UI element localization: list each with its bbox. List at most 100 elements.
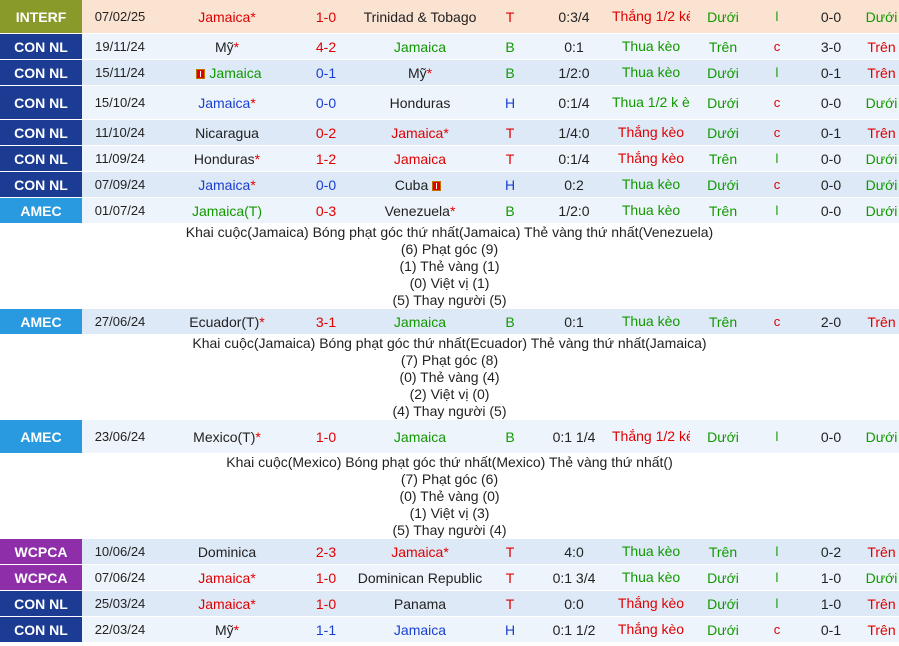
league-badge[interactable]: WCPCA (0, 565, 82, 590)
stats-line: (0) Việt vị (1) (409, 275, 490, 291)
odd-even: l (775, 596, 779, 611)
red-card-icon (432, 180, 442, 191)
handicap-result: Thua kèo (621, 177, 681, 192)
home-team[interactable]: Jamaica* (158, 596, 296, 612)
home-team-name: Jamaica (198, 595, 251, 612)
away-team[interactable]: Trinidad & Tobago (356, 9, 484, 25)
league-badge[interactable]: CON NL (0, 60, 82, 85)
half-over-under: Dưới (865, 150, 898, 167)
away-team[interactable]: Jamaica* (356, 544, 484, 560)
home-team[interactable]: Jamaica(T) (158, 203, 296, 219)
score[interactable]: 2-3 (315, 543, 337, 560)
home-team-name: Mỹ (214, 38, 234, 55)
home-team[interactable]: Jamaica* (158, 9, 296, 25)
away-team-name: Mỹ (407, 64, 427, 81)
over-under: Dưới (707, 94, 739, 111)
home-team[interactable]: Mỹ* (158, 39, 296, 55)
score[interactable]: 0-0 (315, 176, 337, 193)
away-team-name: Jamaica (391, 543, 444, 560)
away-star: * (426, 64, 433, 81)
away-team[interactable]: Jamaica* (356, 125, 484, 141)
league-badge[interactable]: CON NL (0, 617, 82, 642)
home-team[interactable]: Ecuador(T)* (158, 314, 296, 330)
league-badge[interactable]: CON NL (0, 86, 82, 119)
home-team[interactable]: Mexico(T)* (158, 429, 296, 445)
score[interactable]: 1-0 (315, 428, 337, 445)
score[interactable]: 1-0 (315, 8, 337, 25)
league-badge[interactable]: CON NL (0, 120, 82, 145)
away-team[interactable]: Cuba (356, 177, 484, 193)
score[interactable]: 0-0 (315, 94, 337, 111)
away-star: * (443, 124, 449, 141)
home-team[interactable]: Jamaica (158, 65, 296, 81)
league-badge[interactable]: WCPCA (0, 539, 82, 564)
home-team-name: Jamaica (198, 94, 251, 111)
league-badge[interactable]: INTERF (0, 0, 82, 33)
away-team[interactable]: Jamaica (356, 39, 484, 55)
over-under: Trên (708, 38, 738, 55)
away-team-name: Jamaica (393, 313, 447, 330)
score[interactable]: 0-3 (315, 202, 337, 219)
away-team-name: Honduras (389, 94, 451, 111)
half-time-score: 1-0 (820, 595, 842, 612)
home-team[interactable]: Dominica (158, 544, 296, 560)
league-badge[interactable]: CON NL (0, 146, 82, 171)
table-row: CON NL 25/03/24 Jamaica* 1-0 Panama T 0:0 Thắng… (0, 591, 899, 617)
score[interactable]: 0-2 (315, 124, 337, 141)
half-over-under: Trên (867, 595, 896, 612)
home-team[interactable]: Jamaica* (158, 570, 296, 586)
handicap: 0:1 1/4 (552, 428, 596, 445)
home-star: * (254, 150, 261, 167)
stats-line: (7) Phạt góc (8) (400, 352, 499, 368)
odd-even: l (775, 544, 779, 559)
league-badge[interactable]: CON NL (0, 34, 82, 59)
over-under: Trên (708, 543, 738, 560)
over-under: Dưới (707, 595, 739, 612)
stats-line: (4) Thay người (5) (392, 403, 507, 419)
score[interactable]: 0-1 (315, 64, 337, 81)
odd-even: l (775, 151, 779, 166)
score[interactable]: 1-1 (315, 621, 337, 638)
match-date: 23/06/24 (94, 429, 146, 444)
away-team[interactable]: Panama (356, 596, 484, 612)
league-badge[interactable]: AMEC (0, 309, 82, 334)
result-letter: H (504, 176, 516, 193)
away-team[interactable]: Honduras (356, 95, 484, 111)
league-badge[interactable]: AMEC (0, 420, 82, 453)
match-date: 27/06/24 (94, 314, 146, 329)
home-star: * (259, 313, 265, 330)
handicap-result: Thua kèo (621, 544, 681, 559)
match-date: 15/10/24 (94, 95, 146, 110)
league-badge[interactable]: AMEC (0, 198, 82, 223)
table-row: AMEC 01/07/24 Jamaica(T) 0-3 Venezuela* B 1/2:… (0, 198, 899, 224)
away-team[interactable]: Venezuela* (356, 203, 484, 219)
odd-even: l (775, 9, 779, 24)
home-team[interactable]: Honduras* (158, 151, 296, 167)
away-team[interactable]: Jamaica (356, 151, 484, 167)
handicap-result: Thua kèo (621, 570, 681, 585)
league-label: AMEC (20, 428, 62, 445)
league-badge[interactable]: CON NL (0, 591, 82, 616)
table-row: AMEC 23/06/24 Mexico(T)* 1-0 Jamaica B 0:1 1/4… (0, 420, 899, 454)
away-team[interactable]: Jamaica (356, 429, 484, 445)
odd-even: l (775, 203, 779, 218)
score[interactable]: 1-0 (315, 595, 337, 612)
home-team[interactable]: Mỹ* (158, 622, 296, 638)
league-badge[interactable]: CON NL (0, 172, 82, 197)
score[interactable]: 3-1 (315, 313, 337, 330)
away-team[interactable]: Jamaica (356, 622, 484, 638)
score[interactable]: 4-2 (315, 38, 337, 55)
score[interactable]: 1-0 (315, 569, 337, 586)
away-team[interactable]: Mỹ* (356, 65, 484, 81)
away-team[interactable]: Dominican Republic (356, 570, 484, 586)
away-team[interactable]: Jamaica (356, 314, 484, 330)
handicap-result: Thua kèo (621, 203, 681, 218)
handicap: 0:1 (564, 313, 584, 330)
stats-summary-line: Khai cuộc(Jamaica) Bóng phạt góc thứ nhấ… (192, 335, 707, 351)
home-team[interactable]: Jamaica* (158, 177, 296, 193)
home-team[interactable]: Jamaica* (158, 95, 296, 111)
score[interactable]: 1-2 (315, 150, 337, 167)
over-under: Trên (708, 150, 738, 167)
handicap: 0:1 3/4 (552, 569, 596, 586)
home-team[interactable]: Nicaragua (158, 125, 296, 141)
